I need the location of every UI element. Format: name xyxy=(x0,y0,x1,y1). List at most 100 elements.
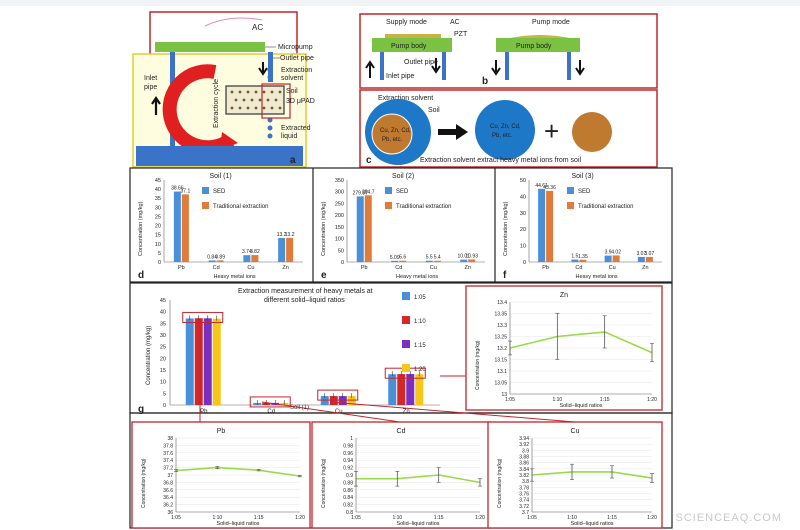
bar-sed xyxy=(425,260,433,262)
y-tick-label: 37.8 xyxy=(163,443,173,449)
pump-body-label-1: Pump body xyxy=(391,43,427,50)
y-tick-label: 13.15 xyxy=(494,358,507,364)
y-axis-label: Concentration (mg/kg) xyxy=(138,201,144,256)
extraction-solvent-label-2: solvent xyxy=(281,75,303,82)
pump-mode-label: Pump mode xyxy=(532,19,570,26)
y-tick-label: 3.78 xyxy=(519,485,529,491)
g-y-axis-label: Concentration (mg/kg) xyxy=(146,326,152,385)
y-axis-label: Concentration (mg/kg) xyxy=(141,458,147,508)
bar-sed xyxy=(460,259,468,262)
g-bar-1-20 xyxy=(415,374,424,405)
bar-value-label: 3.07 xyxy=(645,251,655,257)
y-tick-label: 0.8 xyxy=(346,510,353,516)
bar-value-label: 5.09 xyxy=(390,255,400,261)
soil-core-1 xyxy=(371,113,413,155)
x-axis-label: Heavy metal ions xyxy=(396,274,438,280)
x-tick-label: Zn xyxy=(282,265,288,271)
bar-value-label: 5.4 xyxy=(434,255,441,261)
y-tick-label: 13.25 xyxy=(494,335,507,341)
x-tick-label: Cu xyxy=(430,265,437,271)
line-chart-title: Cd xyxy=(397,428,406,435)
extracted-label-1: Extracted xyxy=(281,125,311,132)
y-axis-label: Concentration (mg/kg) xyxy=(497,458,503,508)
c-ions-3: Cu, Zn, Cd, xyxy=(490,124,521,130)
c-solvent-label: Extraction solvent xyxy=(378,95,433,102)
g-bar-1-20 xyxy=(212,318,221,405)
y-tick-label: 5 xyxy=(158,251,161,257)
y-tick-label: 3.8 xyxy=(522,479,529,485)
series-line xyxy=(509,331,653,354)
x-tick-label: Cu xyxy=(247,265,254,271)
bar-value-label: 1.5 xyxy=(571,254,578,260)
x-tick-label: 1:05 xyxy=(351,515,361,521)
b-outlet-label: Outlet pipe xyxy=(404,59,438,66)
soil-chart-f: Soil (3) 50 40 30 20 10 0 Concentration (mg/kg)… xyxy=(503,173,662,281)
c-ions-2: Pb, etc. xyxy=(382,137,403,143)
y-tick-label: 36.2 xyxy=(163,503,173,509)
g-bar-1-05 xyxy=(185,318,194,405)
y-tick-label: 3.82 xyxy=(519,473,529,479)
g-y-tick-label: 35 xyxy=(160,321,166,327)
inlet-arrow xyxy=(151,96,161,115)
legend-swatch-sed xyxy=(385,187,392,194)
x-tick-label: 1:20 xyxy=(475,515,485,521)
x-tick-label: Zn xyxy=(465,265,471,271)
bar-value-label: 5.5 xyxy=(426,255,433,261)
x-tick-label: 1:10 xyxy=(567,515,577,521)
y-tick-label: 37 xyxy=(167,473,173,479)
pump-body-2 xyxy=(496,38,580,52)
bar-trad xyxy=(468,259,476,262)
soil-zoom-box xyxy=(261,83,291,119)
pzt-label: PZT xyxy=(454,31,468,38)
soil-chart-title: Soil (1) xyxy=(210,173,232,180)
x-tick-label: Pb xyxy=(542,265,549,271)
bar-trad xyxy=(364,195,372,262)
y-tick-label: 0.92 xyxy=(343,466,353,472)
g-y-tick-label: 5 xyxy=(163,391,166,397)
c-caption: Extraction solvent extract heavy metal i… xyxy=(420,157,582,164)
bar-value-label: 10.01 xyxy=(457,254,470,260)
c-ions-4: Pb, etc. xyxy=(492,133,513,139)
x-tick-label: 1:05 xyxy=(171,515,181,521)
line-chart-cu: Cu 3.943.923.93.883.863.843.823.83.783.76… xyxy=(487,421,663,529)
y-tick-label: 13.35 xyxy=(494,312,507,318)
y-tick-label: 30 xyxy=(155,205,161,211)
g-legend-label: 1:15 xyxy=(414,343,426,349)
c-plus: + xyxy=(544,116,559,146)
y-tick-label: 300 xyxy=(335,190,344,196)
y-tick-label: 3.7 xyxy=(522,510,529,516)
soil-chart-title: Soil (3) xyxy=(572,173,594,180)
x-tick-label: 1:20 xyxy=(647,515,657,521)
x-axis-label: Solid–liquid ratios xyxy=(559,403,602,409)
y-tick-label: 50 xyxy=(338,248,344,254)
bar-value-label: 13.2 xyxy=(285,232,295,238)
y-tick-label: 3.9 xyxy=(522,448,529,454)
panel-b-letter: b xyxy=(482,76,488,87)
x-tick-label: Pb xyxy=(361,265,368,271)
g-title-1: Extraction measurement of heavy metals a… xyxy=(238,288,373,295)
g-y-tick-label: 20 xyxy=(160,356,166,362)
bar-value-label: 10.93 xyxy=(465,253,478,259)
bar-value-label: 279.97 xyxy=(353,190,369,196)
bar-value-label: 3.82 xyxy=(250,249,260,255)
g-y-tick-label: 40 xyxy=(160,310,166,316)
pump-body-label-2: Pump body xyxy=(516,43,552,50)
g-x-tick-label: Cd xyxy=(267,409,275,415)
g-legend-swatch xyxy=(402,340,410,348)
bar-trad xyxy=(433,260,441,262)
g-highlight-box xyxy=(317,389,359,401)
upad-label: 3D μPAD xyxy=(286,98,315,105)
bar-sed xyxy=(208,260,216,262)
watermark: SCIENCEAQ.COM xyxy=(675,512,782,524)
x-tick-label: 1:20 xyxy=(647,397,657,403)
y-tick-label: 15 xyxy=(155,233,161,239)
legend-swatch-trad xyxy=(202,202,209,209)
extraction-solvent-label-1: Extraction xyxy=(281,67,312,74)
soil-particle-2 xyxy=(475,100,535,160)
y-tick-label: 0.84 xyxy=(343,495,353,501)
g-legend-swatch xyxy=(402,364,410,372)
g-legend-label: 1:05 xyxy=(414,295,426,301)
g-legend-swatch xyxy=(402,316,410,324)
soil-chart-title: Soil (2) xyxy=(392,173,414,180)
y-tick-label: 13.05 xyxy=(494,381,507,387)
